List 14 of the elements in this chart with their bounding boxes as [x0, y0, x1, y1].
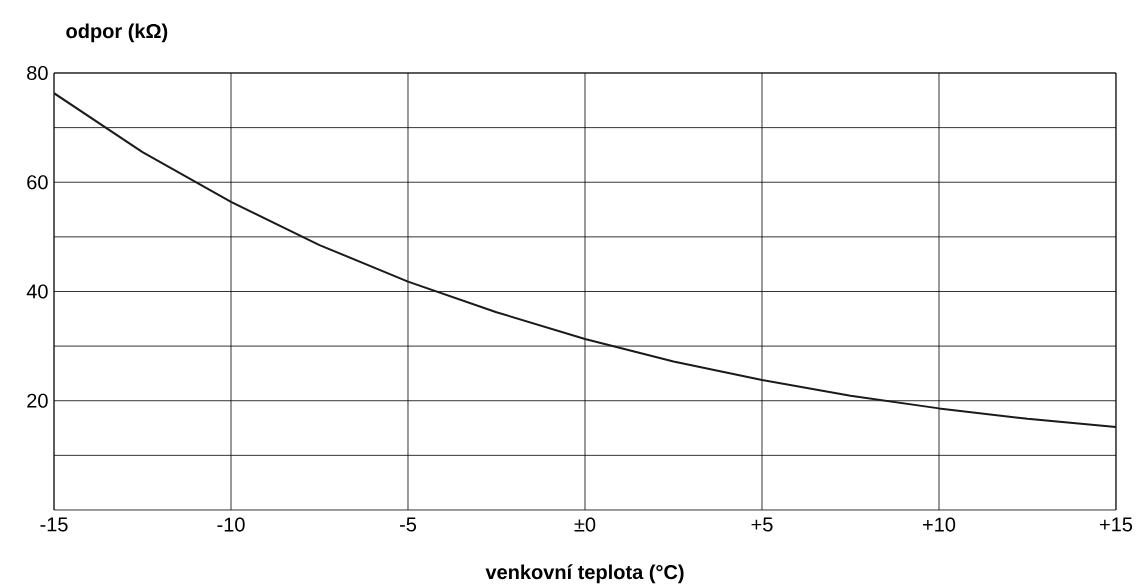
- x-tick-label: -15: [40, 517, 68, 532]
- x-axis-title: venkovní teplota (°C): [485, 564, 684, 583]
- x-tick-label: +15: [1100, 517, 1133, 532]
- y-axis-title: odpor (kΩ): [66, 23, 168, 42]
- x-tick-label: -10: [217, 517, 245, 532]
- x-tick-label: +10: [923, 517, 956, 532]
- x-tick-label: +5: [751, 517, 773, 532]
- x-tick-label: -5: [400, 517, 417, 532]
- y-tick-label: 40: [26, 284, 48, 299]
- y-tick-label: 80: [27, 65, 48, 80]
- y-tick-label: 20: [27, 393, 48, 408]
- y-tick-label: 60: [27, 174, 48, 190]
- line-series: [54, 91, 1116, 428]
- x-tick-label: ±0: [574, 517, 596, 532]
